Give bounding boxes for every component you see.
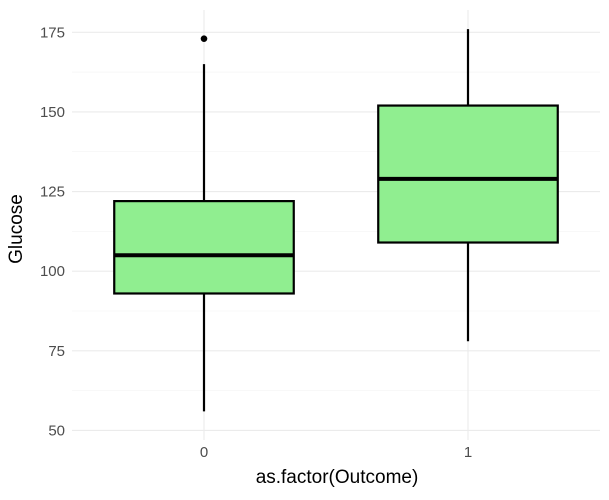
y-tick-label: 100 <box>40 263 65 280</box>
box-group-0 <box>113 35 295 412</box>
outlier-point <box>200 35 208 42</box>
boxes <box>113 29 559 412</box>
y-tick-label: 175 <box>40 24 65 41</box>
y-axis-title: Glucose <box>6 194 27 264</box>
box-group-1 <box>377 29 559 342</box>
iqr-box <box>377 104 559 244</box>
x-tick-label: 0 <box>200 444 208 461</box>
x-axis-title: as.factor(Outcome) <box>256 467 419 488</box>
iqr-box <box>113 200 295 295</box>
y-tick-label: 50 <box>48 422 65 439</box>
y-axis-ticks: 50 75 100 125 150 175 <box>40 24 65 439</box>
x-tick-label: 1 <box>464 444 472 461</box>
y-tick-label: 150 <box>40 104 65 121</box>
y-tick-label: 75 <box>48 343 65 360</box>
y-tick-label: 125 <box>40 184 65 201</box>
